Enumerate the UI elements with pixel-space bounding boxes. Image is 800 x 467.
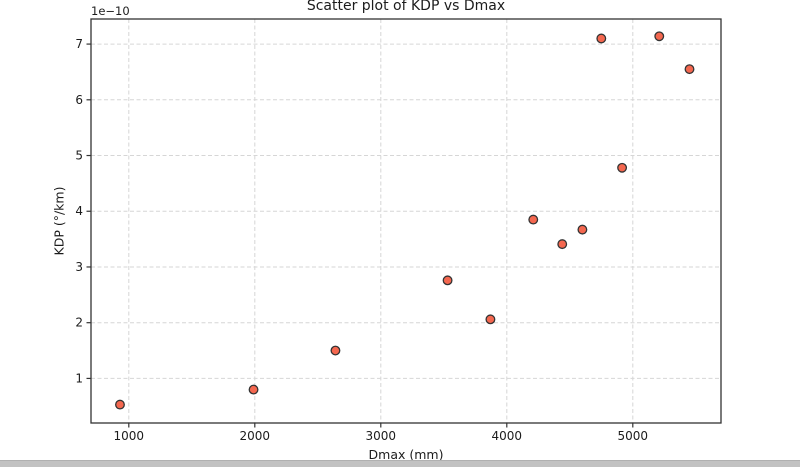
data-points-layer: [115, 31, 695, 410]
x-axis-label: Dmax (mm): [368, 447, 444, 462]
x-tick-label: 2000: [240, 429, 271, 443]
data-point: [654, 31, 665, 42]
y-tick-label: 4: [75, 204, 83, 218]
y-axis-offset-label: 1e−10: [91, 4, 130, 18]
data-point: [684, 64, 695, 75]
data-point: [330, 345, 341, 356]
y-tick-label: 2: [75, 316, 83, 330]
y-tick-label: 6: [75, 93, 83, 107]
axis-layer: 1000 2000 3000 4000 5000 1 2 3 4 5 6 7: [75, 18, 722, 443]
y-tick-label: 5: [75, 149, 83, 163]
data-point: [577, 224, 588, 235]
data-point: [485, 314, 496, 325]
y-tick-label: 3: [75, 260, 83, 274]
plot-border: [90, 18, 722, 424]
data-point: [115, 399, 125, 410]
data-point: [596, 33, 607, 44]
y-tick-label: 7: [75, 37, 83, 51]
y-tick-label: 1: [75, 371, 83, 385]
grid-layer: [91, 19, 721, 423]
data-point: [248, 384, 259, 395]
x-tick-label: 3000: [366, 429, 397, 443]
data-point: [557, 239, 568, 250]
bottom-edge-bar[interactable]: [0, 460, 800, 467]
data-point: [442, 275, 453, 286]
x-tick-label: 1000: [114, 429, 145, 443]
x-tick-label: 5000: [618, 429, 649, 443]
chart-title: Scatter plot of KDP vs Dmax: [306, 0, 506, 14]
data-point: [617, 162, 628, 173]
data-point: [528, 214, 539, 225]
x-tick-label: 4000: [492, 429, 523, 443]
